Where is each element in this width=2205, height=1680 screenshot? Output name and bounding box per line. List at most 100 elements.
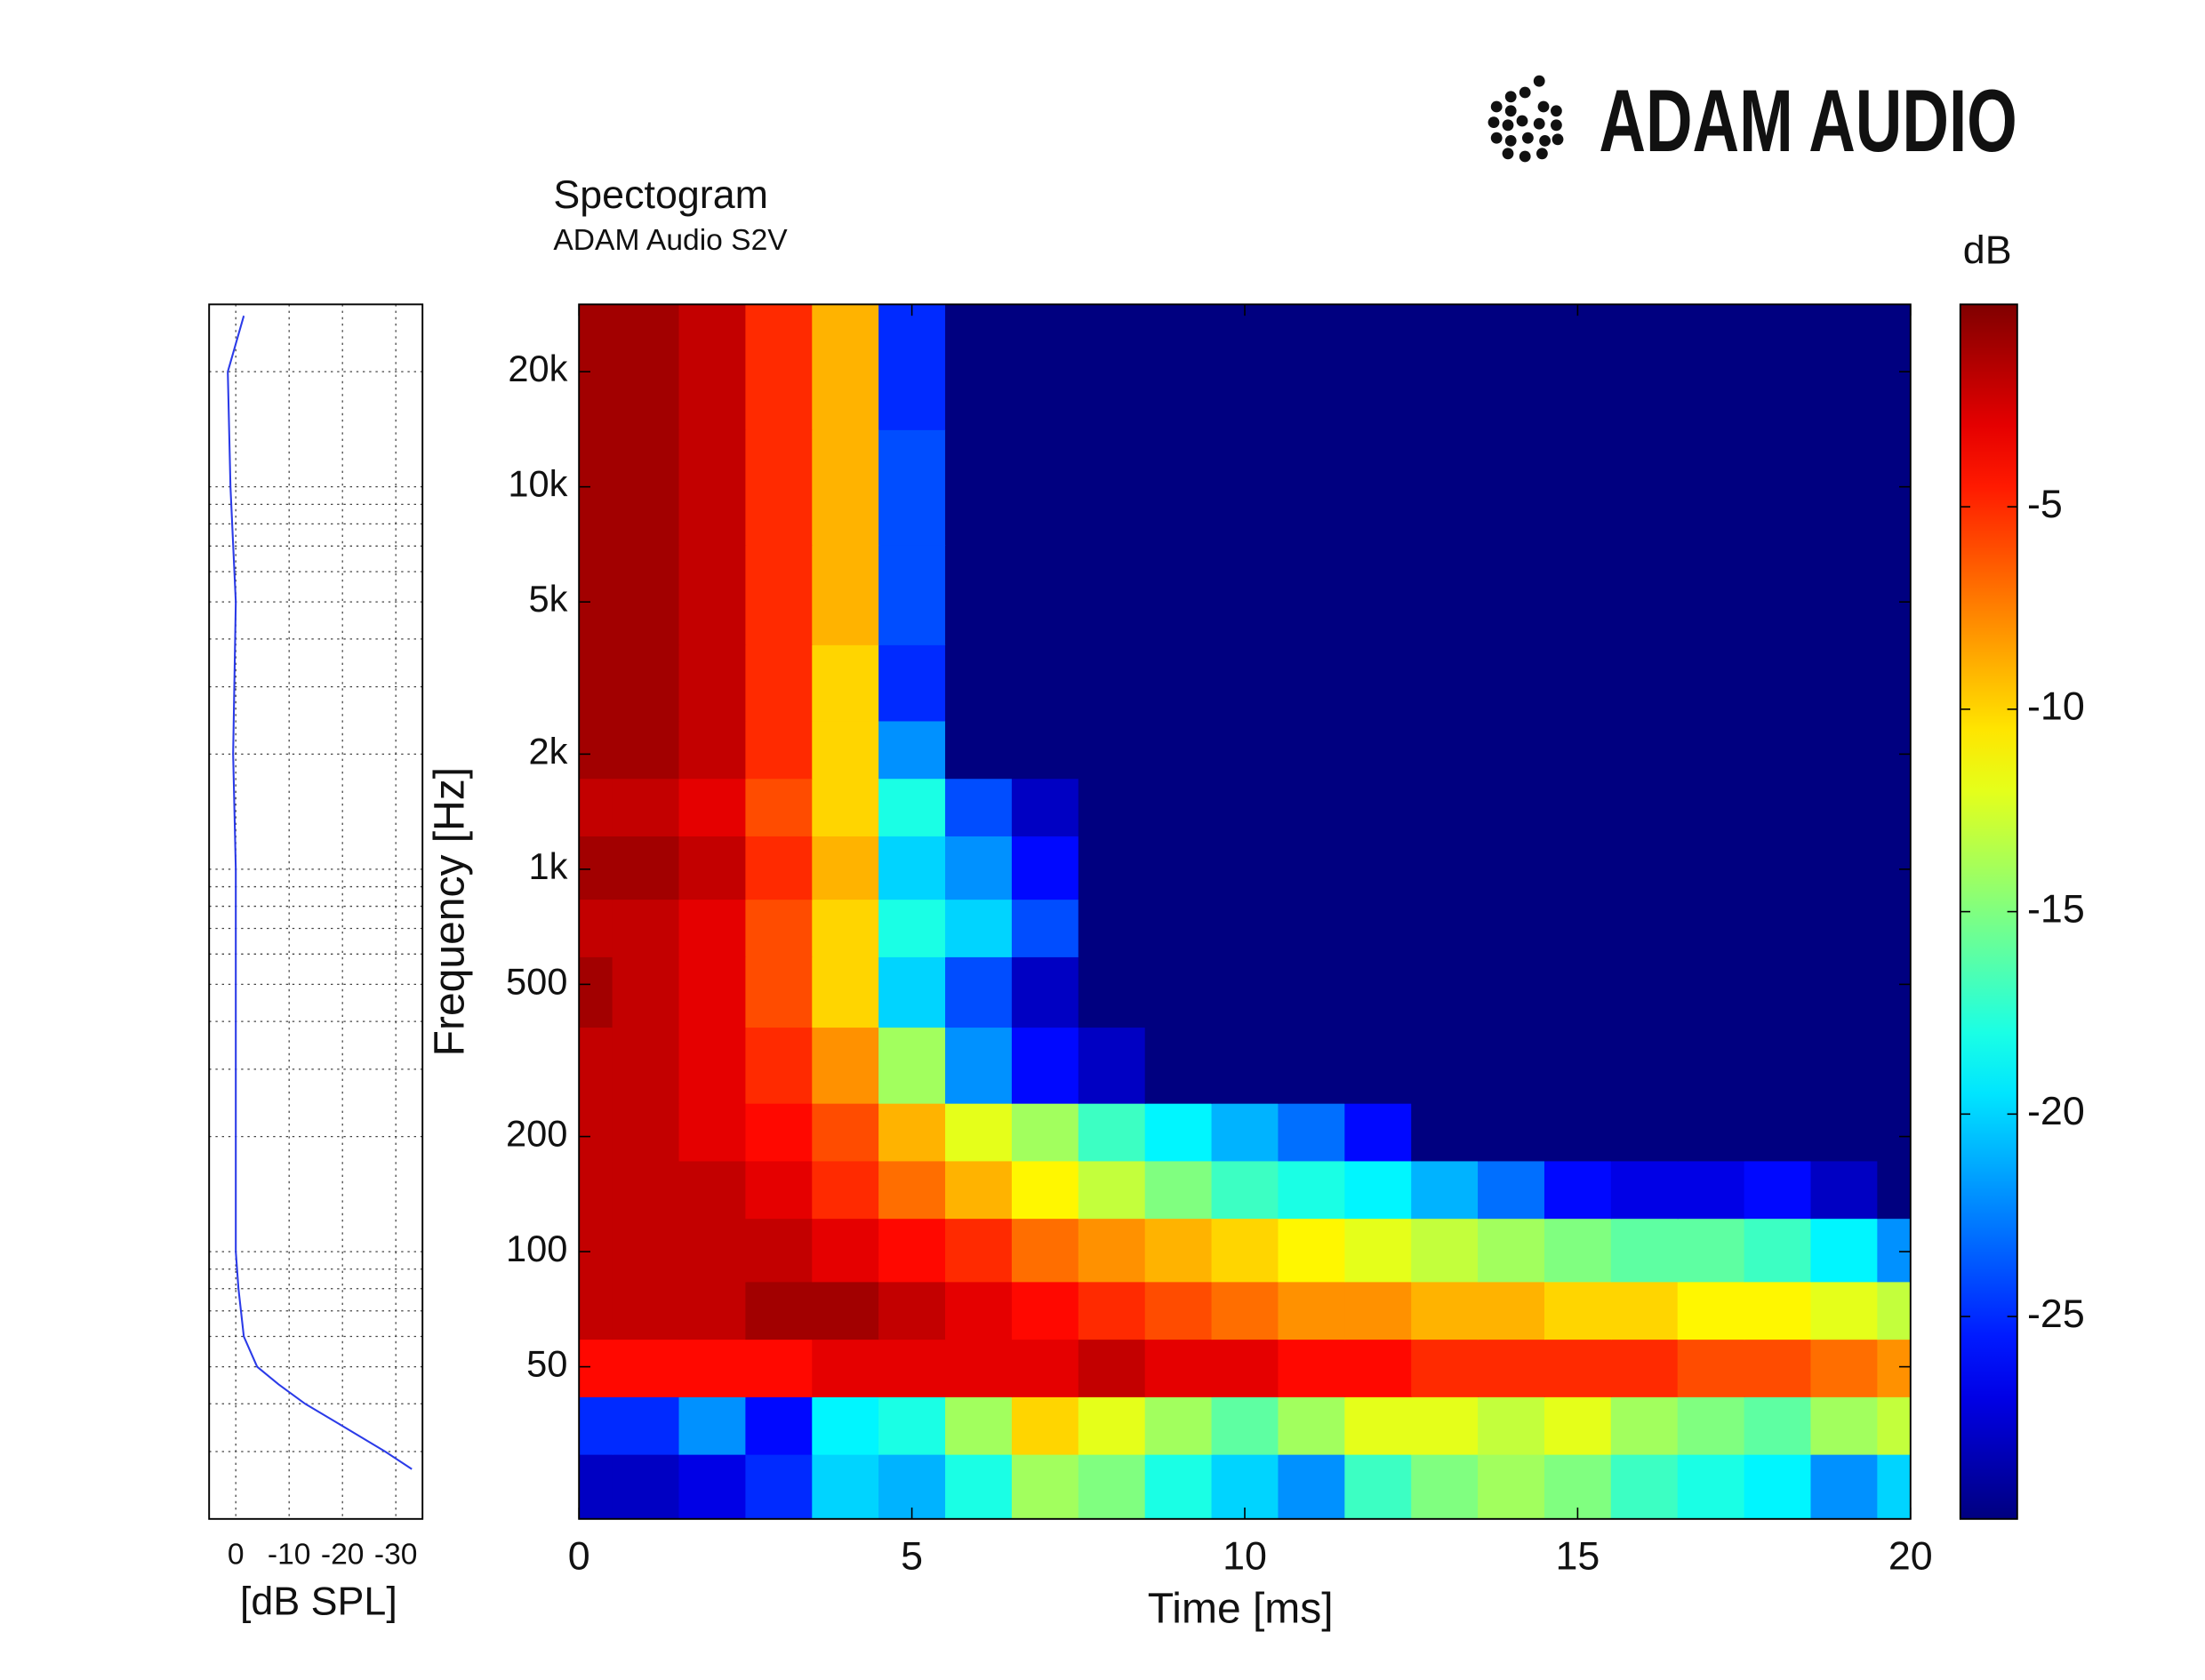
heat-cell bbox=[1211, 1218, 1279, 1283]
heat-cell bbox=[745, 899, 814, 957]
heat-cell bbox=[579, 544, 613, 645]
heat-cell bbox=[579, 1453, 613, 1519]
heat-cell bbox=[678, 899, 747, 957]
heat-cell bbox=[1078, 304, 1146, 430]
heat-cell bbox=[678, 1102, 747, 1162]
heat-cell bbox=[1544, 644, 1612, 722]
heat-cell bbox=[1211, 836, 1279, 900]
heat-cell bbox=[1144, 1027, 1213, 1104]
heat-cell bbox=[1877, 720, 1911, 780]
heat-cell bbox=[745, 1218, 814, 1283]
heat-cell bbox=[878, 720, 946, 780]
heat-cell bbox=[945, 899, 1013, 957]
heat-cell bbox=[1544, 720, 1612, 780]
heat-cell bbox=[745, 1281, 814, 1340]
heat-cell bbox=[1810, 1160, 1879, 1220]
heat-cell bbox=[1544, 544, 1612, 645]
heat-cell bbox=[812, 1339, 880, 1397]
heat-cell bbox=[878, 1396, 946, 1455]
y-tick-label: 5k bbox=[528, 578, 567, 620]
heat-cell bbox=[1078, 899, 1146, 957]
heat-cell bbox=[1877, 544, 1911, 645]
heat-cell bbox=[1078, 836, 1146, 900]
heat-cell bbox=[1744, 720, 1812, 780]
heat-cell bbox=[1344, 1027, 1413, 1104]
heat-cell bbox=[612, 1218, 680, 1283]
heat-cell bbox=[1478, 1027, 1545, 1104]
heat-cell bbox=[1877, 1396, 1911, 1455]
heat-cell bbox=[579, 1027, 613, 1104]
heat-cell bbox=[1011, 544, 1079, 645]
heat-cell bbox=[1744, 778, 1812, 836]
heat-cell bbox=[1411, 1218, 1479, 1283]
heat-cell bbox=[1677, 1339, 1745, 1397]
heat-cell bbox=[1278, 428, 1346, 546]
heat-cell bbox=[1344, 304, 1413, 430]
heat-cell bbox=[878, 1281, 946, 1340]
heat-cell bbox=[1011, 1396, 1079, 1455]
x-tick-label: -30 bbox=[374, 1538, 418, 1571]
heat-cell bbox=[678, 836, 747, 900]
heat-cell bbox=[945, 1160, 1013, 1220]
heat-cell bbox=[1610, 778, 1679, 836]
heat-cell bbox=[1610, 1453, 1679, 1519]
heat-cell bbox=[1411, 899, 1479, 957]
colorbar-tick-label: -10 bbox=[2027, 684, 2085, 729]
heat-cell bbox=[812, 836, 880, 900]
heat-cell bbox=[1144, 304, 1213, 430]
heat-cell bbox=[745, 1027, 814, 1104]
heat-cell bbox=[812, 1453, 880, 1519]
heat-cell bbox=[1144, 544, 1213, 645]
heat-cell bbox=[745, 428, 814, 546]
x-axis-label: [dB SPL] bbox=[240, 1580, 397, 1624]
heat-cell bbox=[612, 1027, 680, 1104]
heat-cell bbox=[1544, 304, 1612, 430]
heat-cell bbox=[1877, 1281, 1911, 1340]
heat-cell bbox=[1478, 720, 1545, 780]
heat-cell bbox=[1810, 428, 1879, 546]
heat-cell bbox=[678, 428, 747, 546]
heat-cell bbox=[1011, 720, 1079, 780]
heat-cell bbox=[1810, 720, 1879, 780]
heat-cell bbox=[579, 1396, 613, 1455]
heat-cell bbox=[1544, 1027, 1612, 1104]
x-tick-label: -20 bbox=[321, 1538, 365, 1571]
heat-cell bbox=[1278, 644, 1346, 722]
heat-cell bbox=[745, 956, 814, 1028]
heat-cell bbox=[1078, 1281, 1146, 1340]
heat-cell bbox=[1810, 544, 1879, 645]
heat-cell bbox=[1211, 899, 1279, 957]
heat-cell bbox=[1544, 1396, 1612, 1455]
heat-cell bbox=[1610, 644, 1679, 722]
heat-cell bbox=[945, 1027, 1013, 1104]
heat-cell bbox=[812, 720, 880, 780]
heat-cell bbox=[1810, 304, 1879, 430]
heat-cell bbox=[1744, 1102, 1812, 1162]
y-tick-label: 200 bbox=[506, 1113, 567, 1155]
heat-cell bbox=[612, 428, 680, 546]
heat-cell bbox=[1744, 1160, 1812, 1220]
y-tick-label: 2k bbox=[528, 730, 567, 772]
heat-cell bbox=[1411, 956, 1479, 1028]
heat-cell bbox=[1344, 544, 1413, 645]
heat-cell bbox=[1411, 720, 1479, 780]
heat-cell bbox=[878, 428, 946, 546]
heat-cell bbox=[678, 1027, 747, 1104]
heat-cell bbox=[1610, 1281, 1679, 1340]
heat-cell bbox=[812, 1281, 880, 1340]
heat-cell bbox=[1744, 1281, 1812, 1340]
heat-cell bbox=[1211, 1160, 1279, 1220]
heat-cell bbox=[579, 304, 613, 430]
heat-cell bbox=[1278, 1027, 1346, 1104]
heat-cell bbox=[579, 644, 613, 722]
heat-cell bbox=[1877, 836, 1911, 900]
heat-cell bbox=[1411, 778, 1479, 836]
heat-cell bbox=[1211, 1339, 1279, 1397]
heat-cell bbox=[745, 1102, 814, 1162]
y-tick-label: 500 bbox=[506, 960, 567, 1002]
heat-cell bbox=[945, 1453, 1013, 1519]
heat-cell bbox=[579, 899, 613, 957]
heat-cell bbox=[1211, 1102, 1279, 1162]
logo-icon bbox=[1487, 75, 1564, 163]
heat-cell bbox=[1211, 304, 1279, 430]
